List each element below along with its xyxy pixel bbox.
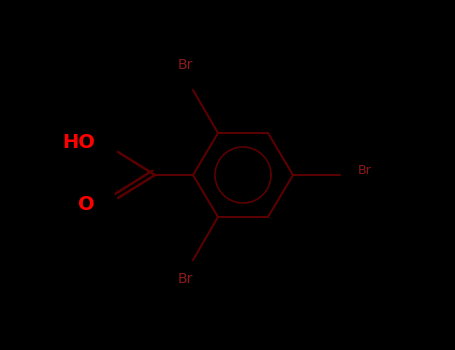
Text: Br: Br	[177, 272, 192, 286]
Text: O: O	[78, 196, 95, 215]
Text: Br: Br	[358, 163, 372, 176]
Text: Br: Br	[177, 58, 192, 72]
Text: HO: HO	[62, 133, 95, 153]
